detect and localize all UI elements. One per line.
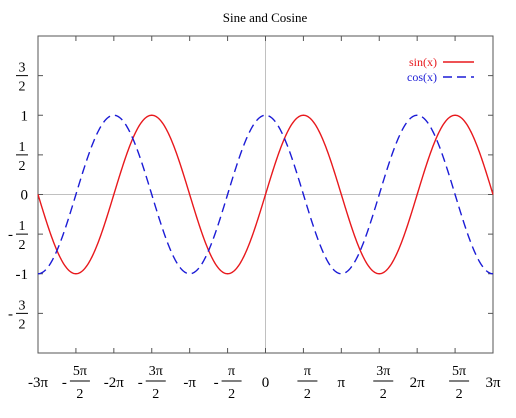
- y-tick-denominator: 2: [19, 317, 26, 332]
- x-tick-label: π: [338, 375, 346, 391]
- x-tick-label: -3π: [28, 375, 48, 391]
- plot-area: -3π -5π2-2π -3π2-π -π20π2π3π22π5π23π321120-…: [8, 35, 501, 402]
- y-tick-denominator: 2: [19, 159, 26, 174]
- y-tick-label: 0: [21, 188, 29, 204]
- legend-label: sin(x): [409, 55, 437, 69]
- x-tick-sign: -: [214, 375, 219, 391]
- y-tick-numerator: 1: [19, 140, 26, 155]
- x-tick-label: 2π: [410, 375, 426, 391]
- x-tick-denominator: 2: [76, 387, 83, 402]
- y-tick-numerator: 3: [19, 298, 26, 313]
- x-tick-numerator: 3π: [376, 364, 390, 379]
- y-tick-numerator: 1: [19, 219, 26, 234]
- x-tick-label: 3π 2: [373, 364, 394, 402]
- legend-entry-cos: cos(x): [407, 70, 474, 84]
- x-tick-numerator: π: [304, 364, 311, 379]
- legend-entry-sin: sin(x): [409, 55, 474, 69]
- chart-title: Sine and Cosine: [223, 10, 308, 25]
- legend-label: cos(x): [407, 70, 437, 84]
- x-tick-label: -π 2: [214, 364, 242, 402]
- y-tick-label: 12: [16, 140, 28, 174]
- x-tick-sign: -: [138, 375, 143, 391]
- x-tick-label: 3π: [485, 375, 501, 391]
- x-tick-label: π2: [297, 364, 318, 402]
- x-tick-label: -3π 2: [138, 364, 166, 402]
- x-tick-denominator: 2: [228, 387, 235, 402]
- x-tick-denominator: 2: [456, 387, 463, 402]
- x-tick-label: -5π 2: [62, 364, 90, 402]
- x-tick-numerator: 5π: [452, 364, 466, 379]
- x-tick-denominator: 2: [304, 387, 311, 402]
- x-tick-denominator: 2: [152, 387, 159, 402]
- x-tick-numerator: π: [228, 364, 235, 379]
- series-line-cos: [37, 114, 494, 275]
- x-tick-label: 0: [262, 375, 270, 391]
- x-tick-label: -π: [183, 375, 196, 391]
- y-tick-numerator: 3: [19, 61, 26, 76]
- series-line-sin: [37, 114, 494, 275]
- y-tick-label: -1 2: [8, 219, 28, 253]
- x-tick-denominator: 2: [380, 387, 387, 402]
- y-tick-label: 32: [16, 61, 28, 95]
- y-tick-denominator: 2: [19, 80, 26, 95]
- x-tick-label: -2π: [104, 375, 124, 391]
- y-tick-label: 1: [21, 108, 29, 124]
- y-tick-denominator: 2: [19, 238, 26, 253]
- legend: sin(x)cos(x): [407, 55, 474, 84]
- x-tick-numerator: 3π: [149, 364, 163, 379]
- x-tick-sign: -: [62, 375, 67, 391]
- x-tick-numerator: 5π: [73, 364, 87, 379]
- x-tick-label: 5π 2: [449, 364, 470, 402]
- y-tick-sign: -: [8, 306, 13, 322]
- y-tick-label: -3 2: [8, 298, 28, 332]
- y-tick-sign: -: [8, 227, 13, 243]
- y-tick-label: -1: [16, 267, 29, 283]
